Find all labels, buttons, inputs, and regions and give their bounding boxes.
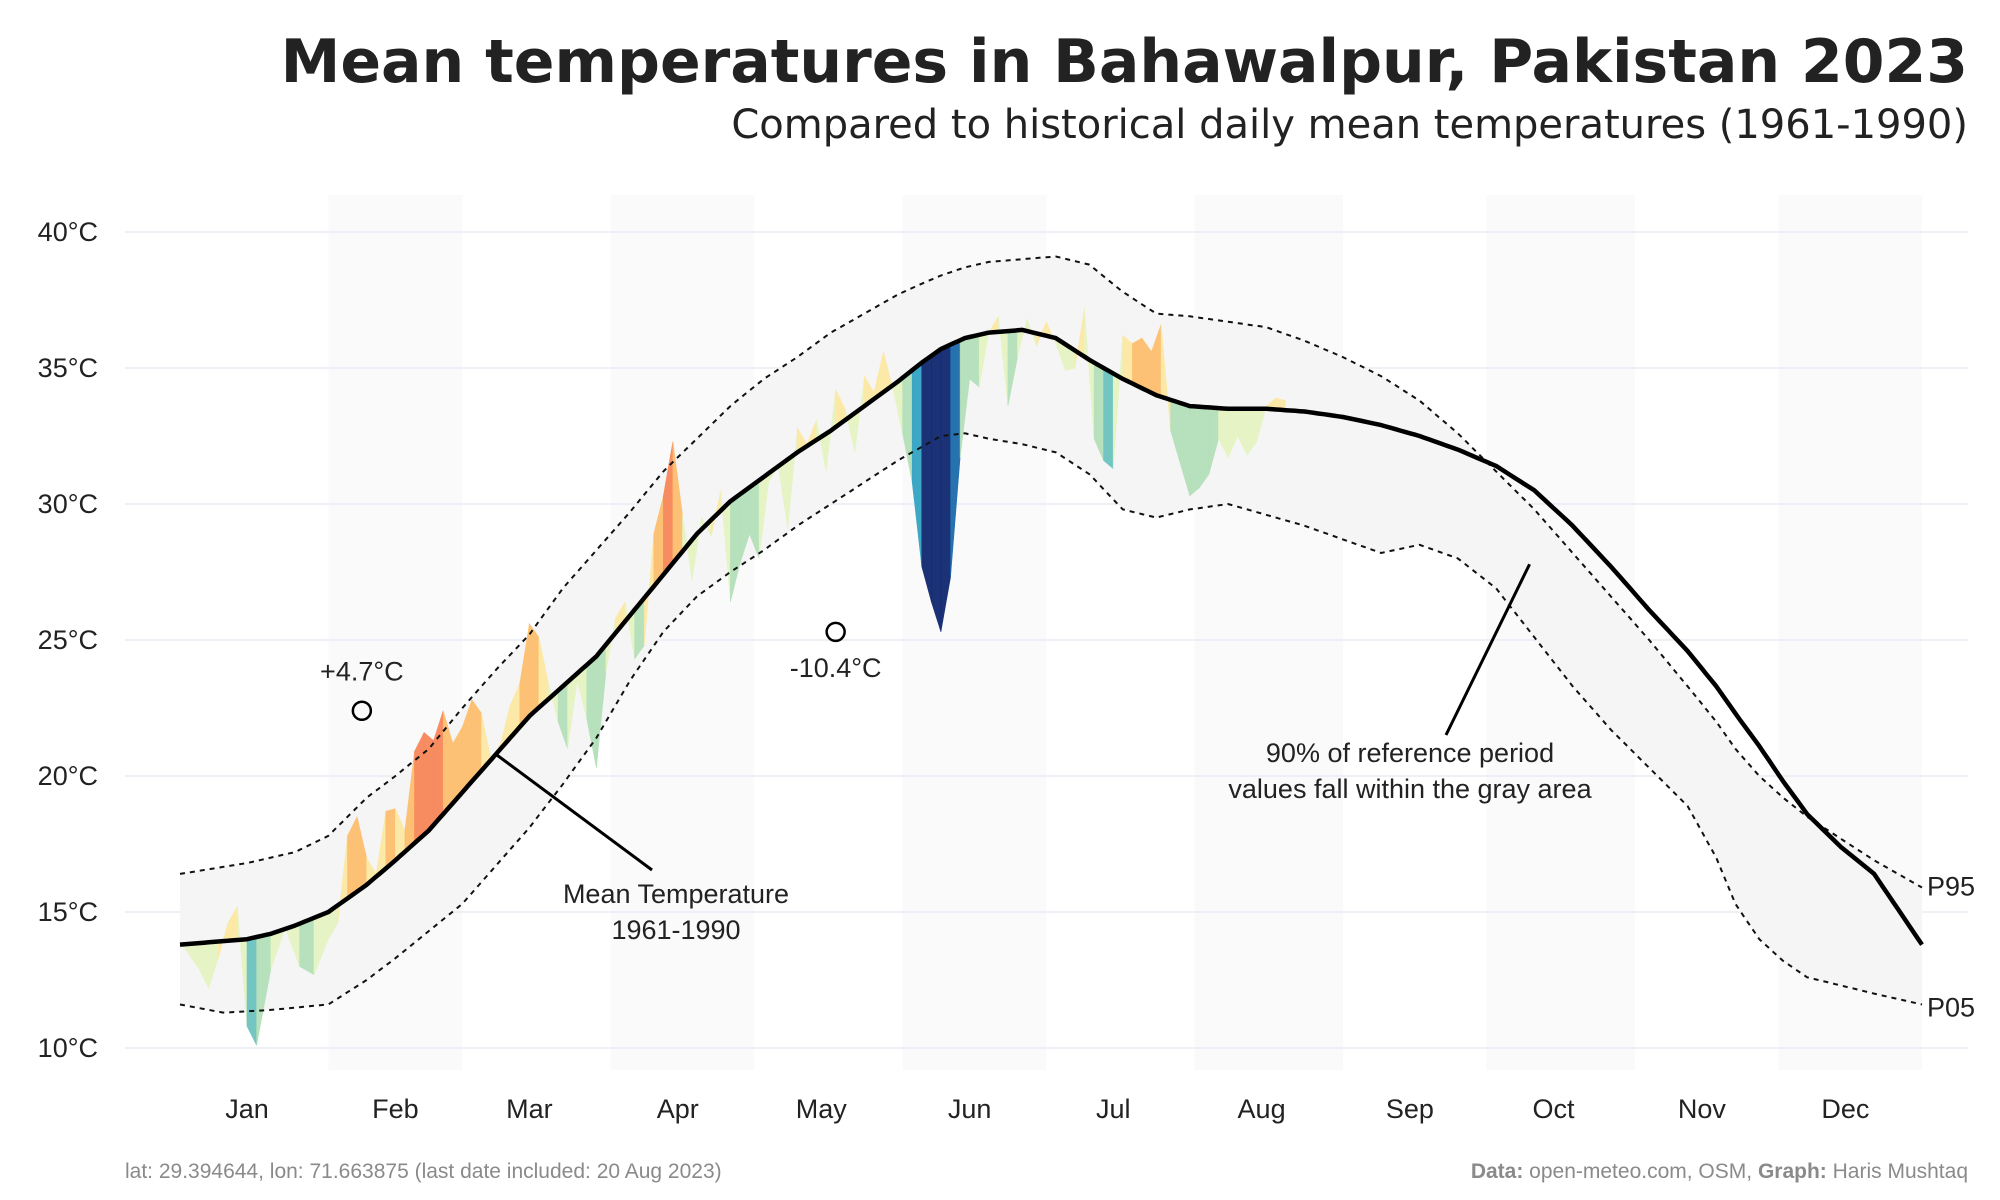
daily-bar (529, 622, 540, 717)
caption-graph-author: Haris Mushtaq (1827, 1160, 1968, 1183)
y-tick-label: 20°C (38, 761, 98, 791)
daily-bar (969, 334, 980, 388)
max-deviation-marker (351, 700, 373, 721)
y-tick-label: 25°C (38, 625, 98, 655)
y-axis-ticks: 10°C 15°C 20°C 25°C 30°C 35°C 40°C (38, 217, 98, 1063)
x-tick-label: Jul (1096, 1094, 1131, 1124)
x-tick-label: Apr (657, 1094, 699, 1124)
x-tick-label: Oct (1532, 1094, 1575, 1124)
band-annotation-line2: values fall within the gray area (1228, 774, 1592, 804)
x-axis-ticks: Jan Feb Mar Apr May Jun Jul Aug Sep Oct Nov Dec (225, 1094, 1869, 1124)
x-tick-label: Jan (225, 1094, 269, 1124)
daily-bar (931, 348, 942, 632)
x-tick-label: Jun (948, 1094, 992, 1124)
x-tick-label: Feb (372, 1094, 419, 1124)
daily-bar (1103, 367, 1114, 470)
mean-temperature-line (179, 327, 1924, 947)
p05-label: P05 (1927, 992, 1975, 1022)
annotations: +4.7°C -10.4°C Mean Temperature 1961-199… (320, 563, 1975, 1022)
band-annotation-line1: 90% of reference period (1266, 738, 1554, 768)
caption-data-source: open-meteo.com, OSM, (1523, 1160, 1758, 1183)
daily-bar (921, 355, 932, 602)
daily-bar (1189, 405, 1200, 497)
x-tick-label: Aug (1238, 1094, 1286, 1124)
y-tick-label: 35°C (38, 353, 98, 383)
daily-bar (299, 917, 315, 976)
x-tick-label: Dec (1821, 1094, 1869, 1124)
daily-bar (423, 731, 434, 836)
band-annotation-pointer (1444, 563, 1531, 736)
x-tick-label: Mar (506, 1094, 553, 1124)
daily-bar (246, 936, 257, 1046)
y-tick-label: 30°C (38, 489, 98, 519)
daily-bar (1122, 334, 1133, 384)
caption-credits: Data: open-meteo.com, OSM, Graph: Haris … (1471, 1160, 1968, 1183)
caption-location: lat: 29.394644, lon: 71.663875 (last dat… (125, 1160, 722, 1183)
y-tick-label: 10°C (38, 1033, 98, 1063)
reference-range-area (180, 256, 1922, 1013)
y-tick-label: 40°C (38, 217, 98, 247)
p05-line (179, 432, 1923, 1014)
mean-annotation-line1: Mean Temperature (563, 879, 789, 909)
max-deviation-label: +4.7°C (320, 657, 404, 687)
x-tick-label: May (796, 1094, 848, 1124)
chart-title: Mean temperatures in Bahawalpur, Pakista… (281, 27, 1968, 97)
p95-line (179, 255, 1923, 889)
chart-subtitle: Compared to historical daily mean temper… (731, 102, 1968, 148)
daily-bar (1132, 337, 1143, 389)
p95-label: P95 (1927, 872, 1975, 902)
caption-graph-label: Graph: (1758, 1160, 1827, 1183)
mean-annotation-line2: 1961-1990 (611, 915, 740, 945)
daily-bar (586, 655, 597, 768)
daily-bar (414, 732, 425, 844)
daily-bar (1199, 406, 1210, 489)
caption-data-label: Data: (1471, 1160, 1524, 1183)
y-tick-label: 15°C (38, 897, 98, 927)
mean-annotation-pointer (494, 753, 653, 872)
min-deviation-label: -10.4°C (790, 653, 882, 683)
min-deviation-marker (825, 621, 846, 643)
x-tick-label: Nov (1678, 1094, 1727, 1124)
x-tick-label: Sep (1386, 1094, 1434, 1124)
